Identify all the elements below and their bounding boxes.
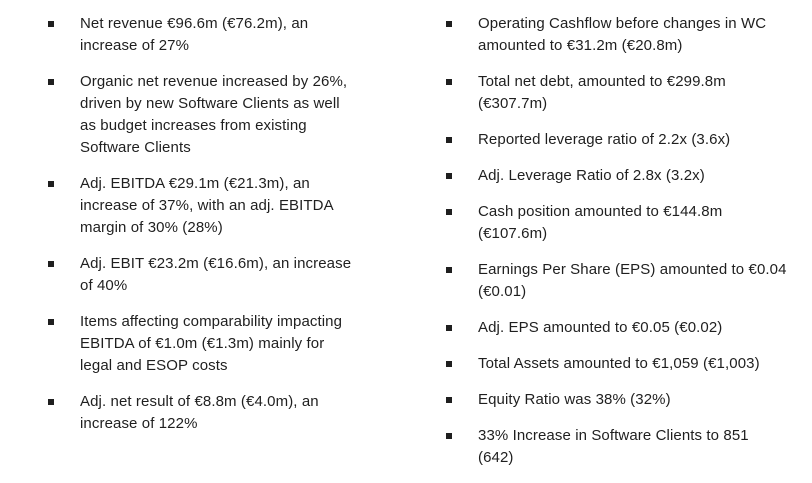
list-item: Adj. Leverage Ratio of 2.8x (3.2x) [446,165,798,187]
square-bullet-icon [48,181,54,187]
square-bullet-icon [48,261,54,267]
square-bullet-icon [446,79,452,85]
square-bullet-icon [48,21,54,27]
square-bullet-icon [446,209,452,215]
list-item: Reported leverage ratio of 2.2x (3.6x) [446,129,798,151]
square-bullet-icon [48,79,54,85]
list-item: Net revenue €96.6m (€76.2m), an increase… [48,13,382,57]
square-bullet-icon [446,397,452,403]
list-item: Organic net revenue increased by 26%, dr… [48,71,382,159]
bullet-text: Reported leverage ratio of 2.2x (3.6x) [478,131,731,148]
bullet-text: Total net debt, amounted to €299.8m (€30… [478,73,726,112]
highlights-column-left: Net revenue €96.6m (€76.2m), an increase… [48,13,382,449]
list-item: Cash position amounted to €144.8m (€107.… [446,201,798,245]
bullet-text: Total Assets amounted to €1,059 (€1,003) [478,355,760,372]
bullet-text: Items affecting comparability impacting … [80,313,343,374]
list-item: 33% Increase in Software Clients to 851 … [446,425,798,469]
bullet-text: Earnings Per Share (EPS) amounted to €0.… [478,261,787,300]
bullet-text: 33% Increase in Software Clients to 851 … [478,427,749,466]
highlights-column-right: Operating Cashflow before changes in WC … [446,13,798,483]
bullet-text: Equity Ratio was 38% (32%) [478,391,671,408]
list-item: Equity Ratio was 38% (32%) [446,389,798,411]
square-bullet-icon [446,173,452,179]
bullet-text: Cash position amounted to €144.8m (€107.… [478,203,723,242]
bullet-text: Adj. EBIT €23.2m (€16.6m), an increase o… [80,255,352,294]
list-item: Operating Cashflow before changes in WC … [446,13,798,57]
bullet-text: Adj. Leverage Ratio of 2.8x (3.2x) [478,167,705,184]
square-bullet-icon [446,325,452,331]
bullet-text: Organic net revenue increased by 26%, dr… [80,73,348,156]
list-item: Earnings Per Share (EPS) amounted to €0.… [446,259,798,303]
square-bullet-icon [446,267,452,273]
bullet-text: Net revenue €96.6m (€76.2m), an increase… [80,15,309,54]
bullet-text: Adj. EPS amounted to €0.05 (€0.02) [478,319,723,336]
list-item: Adj. EBIT €23.2m (€16.6m), an increase o… [48,253,382,297]
list-item: Total net debt, amounted to €299.8m (€30… [446,71,798,115]
square-bullet-icon [446,361,452,367]
bullet-text: Adj. EBITDA €29.1m (€21.3m), an increase… [80,175,334,236]
list-item: Adj. EPS amounted to €0.05 (€0.02) [446,317,798,339]
bullet-text: Adj. net result of €8.8m (€4.0m), an inc… [80,393,319,432]
list-item: Total Assets amounted to €1,059 (€1,003) [446,353,798,375]
square-bullet-icon [446,137,452,143]
list-item: Adj. EBITDA €29.1m (€21.3m), an increase… [48,173,382,239]
list-item: Adj. net result of €8.8m (€4.0m), an inc… [48,391,382,435]
list-item: Items affecting comparability impacting … [48,311,382,377]
square-bullet-icon [446,21,452,27]
square-bullet-icon [446,433,452,439]
square-bullet-icon [48,319,54,325]
square-bullet-icon [48,399,54,405]
bullet-text: Operating Cashflow before changes in WC … [478,15,767,54]
